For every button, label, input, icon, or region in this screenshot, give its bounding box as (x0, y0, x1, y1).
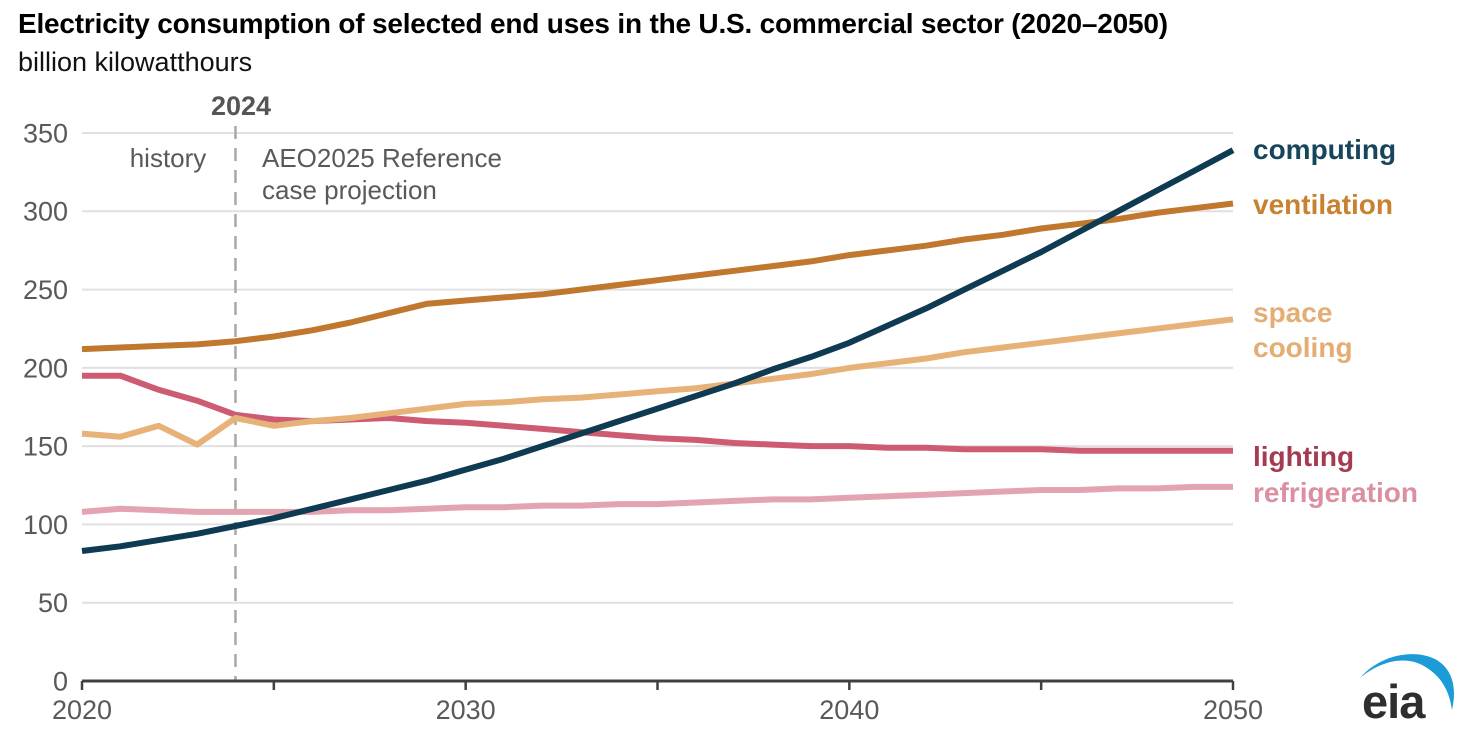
y-tick-label-350: 350 (23, 118, 68, 148)
eia-logo: eia (1360, 654, 1455, 728)
eia-logo-text: eia (1362, 675, 1426, 728)
legend-label-space-cooling: space cooling (1253, 297, 1353, 363)
y-tick-label-300: 300 (23, 197, 68, 227)
y-tick-label-50: 50 (38, 588, 68, 618)
projection-case-line2: case projection (262, 175, 437, 205)
x-tick-label-2040: 2040 (819, 695, 879, 725)
chart-subtitle: billion kilowatthours (18, 47, 253, 77)
series-line-computing (81, 147, 1235, 554)
eia-logo-swoosh-icon (1360, 654, 1455, 710)
chart-title: Electricity consumption of selected end … (18, 8, 1168, 39)
x-tick-label-2050: 2050 (1203, 695, 1263, 725)
legend-label-computing: computing (1253, 134, 1397, 165)
projection-case-label: AEO2025 Reference case projection (262, 142, 502, 206)
legend-label-ventilation: ventilation (1253, 189, 1394, 220)
projection-case-line1: AEO2025 Reference (262, 143, 502, 173)
y-tick-label-0: 0 (53, 666, 68, 696)
y-tick-label-250: 250 (23, 275, 68, 305)
series-line-space-cooling (81, 316, 1234, 448)
x-tick-label-2020: 2020 (52, 695, 112, 725)
y-tick-label-200: 200 (23, 353, 68, 383)
legend-label-refrigeration: refrigeration (1253, 477, 1418, 508)
series-line-lighting (82, 372, 1233, 454)
projection-divider-year-label: 2024 (210, 91, 272, 121)
legend-label-lighting: lighting (1253, 441, 1355, 472)
y-tick-label-150: 150 (23, 432, 68, 462)
y-tick-label-100: 100 (23, 510, 68, 540)
history-label: history (129, 143, 207, 173)
x-tick-label-2030: 2030 (436, 695, 496, 725)
series-line-ventilation (81, 200, 1234, 353)
series-line-refrigeration (81, 483, 1233, 515)
